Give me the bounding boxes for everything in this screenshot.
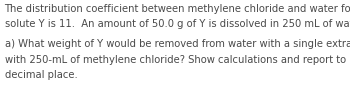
Text: The distribution coefficient between methylene chloride and water for: The distribution coefficient between met… [5, 4, 350, 14]
Text: a) What weight of Y would be removed from water with a single extraction: a) What weight of Y would be removed fro… [5, 39, 350, 49]
Text: with 250-mL of methylene chloride? Show calculations and report to 1: with 250-mL of methylene chloride? Show … [5, 55, 350, 65]
Text: solute Y is 11.  An amount of 50.0 g of Y is dissolved in 250 mL of water.: solute Y is 11. An amount of 50.0 g of Y… [5, 19, 350, 29]
Text: decimal place.: decimal place. [5, 70, 77, 80]
